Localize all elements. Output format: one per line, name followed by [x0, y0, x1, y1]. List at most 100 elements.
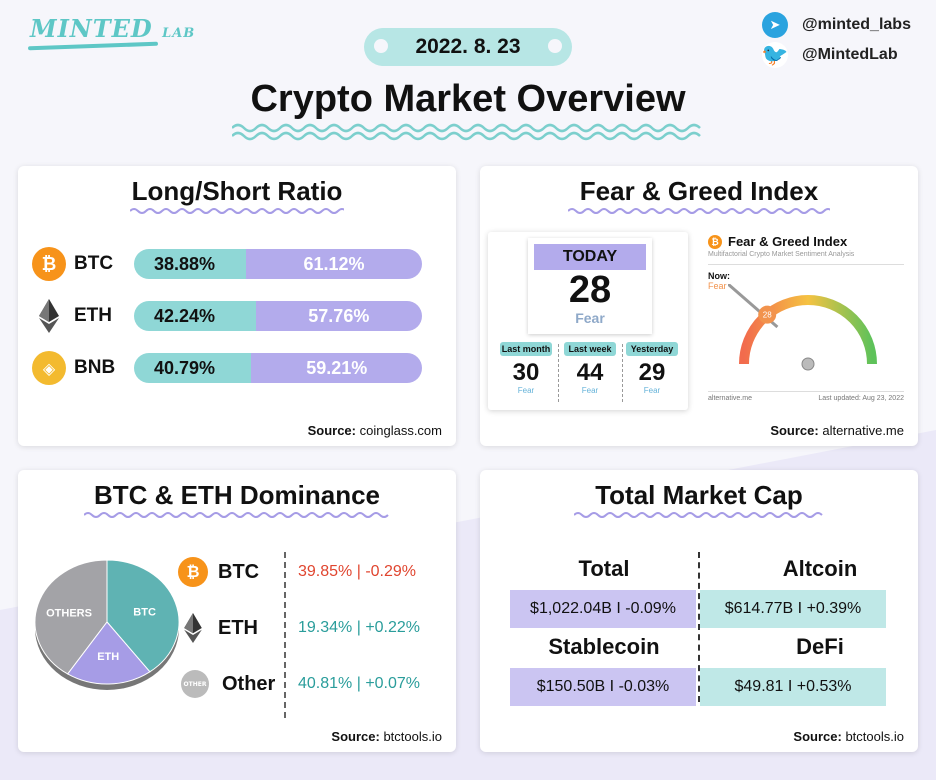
logo-text: MINTED — [30, 14, 153, 43]
history-value: 44 — [576, 359, 604, 386]
long-short-title: Long/Short Ratio — [131, 176, 343, 206]
source-label: Source: — [770, 423, 819, 438]
divider — [558, 344, 559, 402]
pie-slice-btc — [106, 559, 180, 673]
history-value: 30 — [512, 359, 540, 386]
gauge-now-class: Fear — [708, 281, 727, 291]
coin-label: BTC — [74, 253, 114, 274]
long-short-row-eth: ETH — [32, 298, 122, 334]
telegram-handle: @minted_labs — [802, 16, 911, 33]
gauge-hub — [801, 357, 815, 371]
source-label: Source: — [331, 729, 380, 744]
ethereum-icon — [32, 299, 66, 333]
source-line: Source: btctools.io — [793, 729, 904, 744]
market-cap-label-altcoin: Altcoin — [782, 556, 858, 581]
ethereum-icon — [178, 613, 208, 643]
title-wave-decoration — [232, 123, 701, 141]
fear-greed-summary: TODAY 28 Fear Last month 30 Fear Last we… — [488, 232, 688, 410]
dominance-value: 19.34% | +0.22% — [298, 619, 421, 636]
pie-label-eth: ETH — [97, 651, 119, 663]
dominance-card: BTC & ETH Dominance OTHERS BTC ETH ₿ BTC 3… — [18, 470, 456, 752]
history-last-week: Last week 44 Fear — [560, 342, 620, 395]
telegram-icon: ➤ — [762, 12, 788, 38]
gauge-panel-title-text: Fear & Greed Index — [728, 234, 848, 249]
twitter-handle: @MintedLab — [802, 46, 898, 63]
short-segment: 57.76% — [255, 301, 422, 331]
date-text: 2022. 8. 23 — [415, 35, 521, 58]
market-cap-label-stablecoin: Stablecoin — [548, 634, 660, 659]
ratio-bar-eth: 42.24% 57.76% — [134, 301, 422, 331]
history-class: Fear — [581, 386, 599, 395]
binance-icon: ◈ — [32, 351, 66, 385]
market-cap-wave — [574, 512, 823, 518]
fear-greed-gauge: 28 — [728, 284, 877, 371]
fear-greed-wave — [568, 208, 830, 214]
history-label: Last month — [500, 342, 552, 356]
bitcoin-icon: ₿ — [32, 247, 66, 281]
ratio-bar-bnb: 40.79% 59.21% — [134, 353, 422, 383]
market-cap-value-altcoin: $614.77B I +0.39% — [700, 590, 886, 628]
today-value: 28 — [568, 269, 612, 311]
dominance-coin: BTC — [218, 560, 260, 583]
market-cap-title: Total Market Cap — [595, 480, 803, 510]
source-link[interactable]: alternative.me — [822, 423, 904, 438]
fear-greed-card: Fear & Greed Index TODAY 28 Fear Last mo… — [480, 166, 918, 446]
date-pill: 2022. 8. 23 — [364, 28, 572, 66]
other-coin-icon: OTHER — [181, 670, 209, 698]
short-segment: 59.21% — [251, 353, 422, 383]
source-line: Source: alternative.me — [770, 423, 904, 438]
long-short-wave — [130, 208, 344, 214]
dominance-wave — [84, 512, 389, 518]
source-line: Source: coinglass.com — [308, 423, 442, 438]
logo-sub: LAB — [162, 26, 196, 41]
dominance-pie-chart: OTHERS BTC ETH — [34, 559, 180, 690]
long-short-row-btc: ₿ BTC — [32, 246, 122, 282]
pie-label-others: OTHERS — [46, 607, 92, 619]
market-cap-card: Total Market Cap Total $1,022.04B I -0.0… — [480, 470, 918, 752]
dominance-title: BTC & ETH Dominance — [93, 480, 381, 510]
history-label: Last week — [564, 342, 616, 356]
coin-label: BNB — [74, 357, 116, 378]
gauge-badge-text: 28 — [763, 311, 772, 320]
long-short-row-bnb: ◈ BNB — [32, 350, 122, 386]
source-link[interactable]: btctools.io — [845, 729, 904, 744]
market-cap-label-defi: DeFi — [796, 634, 844, 659]
market-cap-value-total: $1,022.04B I -0.09% — [510, 590, 696, 628]
today-label: TODAY — [534, 244, 646, 270]
social-telegram[interactable]: ➤ @minted_labs — [762, 12, 911, 38]
long-segment: 40.79% — [134, 353, 252, 383]
market-cap-divider — [698, 552, 700, 702]
gauge-badge — [758, 305, 777, 324]
dominance-row-other: OTHER Other 40.81% | +0.07% — [178, 666, 420, 702]
market-cap-value-defi: $49.81 I +0.53% — [700, 668, 886, 706]
source-link[interactable]: coinglass.com — [359, 423, 442, 438]
dominance-divider — [284, 552, 286, 718]
pie-label-btc: BTC — [133, 606, 156, 618]
source-label: Source: — [793, 729, 842, 744]
dominance-value: 39.85% | -0.29% — [298, 563, 417, 580]
gauge-arc — [739, 295, 877, 365]
social-twitter[interactable]: 🐦 @MintedLab — [761, 42, 898, 68]
dominance-value: 40.81% | +0.07% — [298, 675, 421, 692]
fear-greed-title: Fear & Greed Index — [579, 176, 819, 206]
gauge-panel-subtitle: Multifactorial Crypto Market Sentiment A… — [708, 251, 904, 265]
long-segment: 42.24% — [134, 301, 256, 331]
history-value: 29 — [638, 359, 666, 386]
history-class: Fear — [517, 386, 535, 395]
divider — [622, 344, 623, 402]
today-class: Fear — [575, 310, 605, 326]
history-class: Fear — [643, 386, 661, 395]
history-yesterday: Yesterday 29 Fear — [622, 342, 682, 395]
today-box: TODAY 28 Fear — [528, 238, 652, 334]
ratio-bar-btc: 38.88% 61.12% — [134, 249, 422, 279]
twitter-icon: 🐦 — [761, 42, 789, 68]
page-title: Crypto Market Overview — [250, 78, 686, 120]
market-cap-value-stablecoin: $150.50B I -0.03% — [510, 668, 696, 706]
fear-greed-gauge-panel: ₿ Fear & Greed Index Multifactorial Cryp… — [708, 234, 904, 410]
source-line: Source: btctools.io — [331, 729, 442, 744]
gauge-now-label: Now: — [708, 271, 730, 281]
gauge-footer-right: Last updated: Aug 23, 2022 — [818, 395, 904, 402]
source-link[interactable]: btctools.io — [383, 729, 442, 744]
dominance-row-eth: ETH 19.34% | +0.22% — [178, 610, 420, 646]
long-short-card: Long/Short Ratio ₿ BTC 38.88% 61.12% ETH… — [18, 166, 456, 446]
